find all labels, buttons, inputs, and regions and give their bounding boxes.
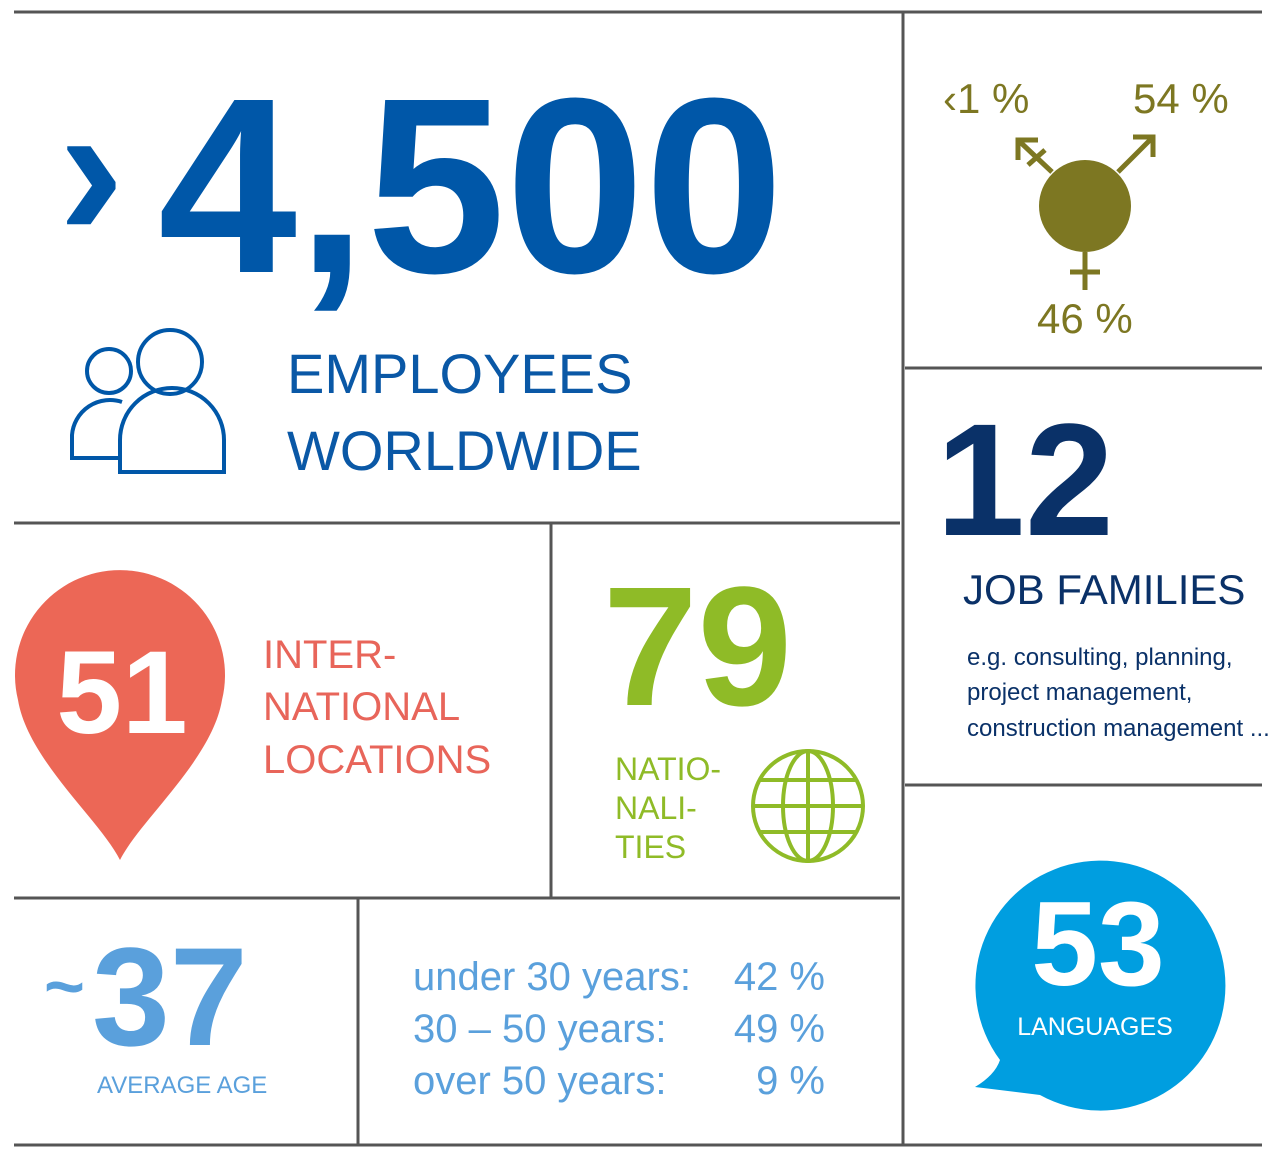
age-group-label: 30 – 50 years: — [413, 1007, 667, 1051]
age-label: AVERAGE AGE — [97, 1072, 267, 1099]
age-group-share: 9 % — [756, 1059, 825, 1103]
frame — [14, 10, 1262, 1147]
locations-label: NATIONAL — [263, 685, 460, 729]
gender-male: 54 % — [1133, 75, 1229, 122]
gender-icon — [1015, 134, 1156, 290]
job-families-description: project management, — [967, 679, 1192, 706]
nationalities-label: NALI- — [615, 790, 697, 826]
age-group-label: under 30 years: — [413, 955, 691, 999]
languages-label: LANGUAGES — [1017, 1013, 1173, 1041]
location-pin — [15, 570, 226, 860]
employees-label: WORLDWIDE — [287, 419, 642, 482]
languages-number: 53 — [1031, 877, 1164, 1011]
job-families-label: JOB FAMILIES — [963, 566, 1245, 613]
speech-bubble — [975, 860, 1226, 1111]
employees-prefix: › — [58, 58, 125, 281]
age-number: 37 — [92, 918, 248, 1075]
employees-label: EMPLOYEES — [287, 342, 632, 405]
job-families-description: construction management ... — [967, 715, 1270, 742]
gender-other: ‹1 % — [943, 75, 1029, 122]
job-families-description: e.g. consulting, planning, — [967, 644, 1233, 671]
age-prefix: ~ — [44, 947, 85, 1025]
locations-label: LOCATIONS — [263, 738, 491, 782]
locations-number: 51 — [56, 627, 187, 759]
nationalities-label: TIES — [615, 829, 686, 865]
age-group-share: 49 % — [734, 1007, 825, 1051]
age-group-label: over 50 years: — [413, 1059, 666, 1103]
globe-icon — [751, 749, 865, 863]
people-icon — [70, 328, 226, 474]
employees-number: 4,500 — [158, 46, 784, 325]
age-group-share: 42 % — [734, 955, 825, 999]
locations-label: INTER- — [263, 633, 396, 677]
nationalities-number: 79 — [603, 552, 792, 742]
age-groups: under 30 years: 42 % 30 – 50 years: 49 % ove… — [413, 955, 825, 1103]
job-families-number: 12 — [936, 390, 1114, 569]
gender-female: 46 % — [1037, 295, 1133, 342]
nationalities-label: NATIO- — [615, 751, 721, 787]
